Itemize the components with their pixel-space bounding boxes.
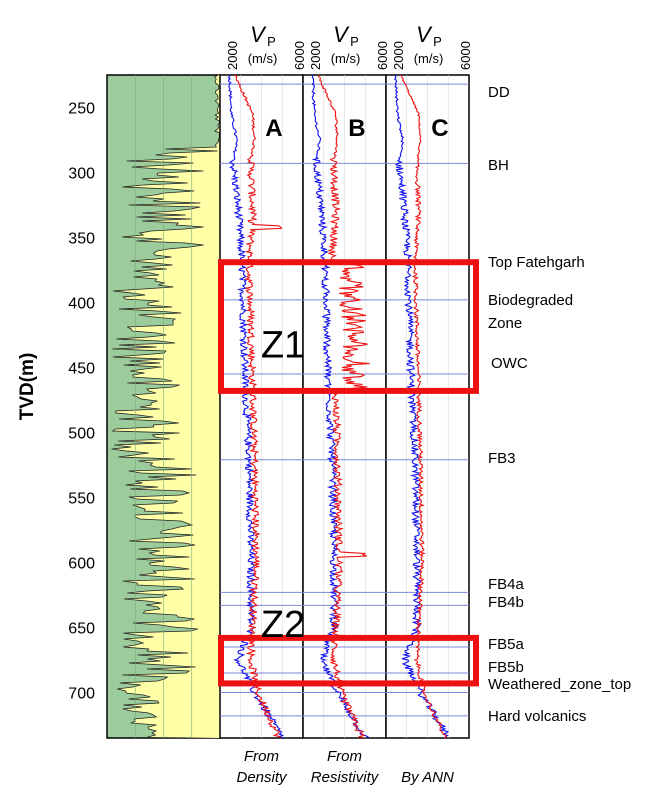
horizon-lines [220,83,469,717]
track-captions: From Density From Resistivity By ANN [236,748,454,786]
track-caption: By ANN [401,769,454,786]
horizon-label: Biodegraded [488,292,573,309]
horizon-label: FB5b [488,659,524,676]
vp-subscript: P [267,34,276,49]
vp-max-tick-label: 6000 [375,41,390,70]
zone-label: Z2 [261,604,305,646]
vp-min-tick-label: 2000 [225,41,240,70]
vp-max-tick-label: 6000 [292,41,307,70]
depth-tick-label: 700 [68,686,95,703]
lithology-curve [111,74,221,738]
track-letter: C [431,115,448,142]
zone-box [218,634,479,687]
depth-tick-label: 500 [68,426,95,443]
horizon-label: Weathered_zone_top [488,676,631,693]
horizon-label: DD [488,84,510,101]
vp-subscript: P [350,34,359,49]
vp-unit: (m/s) [331,51,361,66]
horizon-label: FB4b [488,594,524,611]
track-caption: Resistivity [311,769,380,786]
depth-tick-label: 350 [68,231,95,248]
depth-axis: 250 300 350 400 450 500 550 600 650 700 TVD(m) [17,101,95,703]
zone-boxes: Z1 Z2 [218,259,479,687]
vp-max-tick-label: 6000 [458,41,473,70]
vp-symbol: V [250,22,267,47]
measured-vp-curve [394,75,449,738]
horizon-labels: DD BH Top Fatehgarh Biodegraded Zone OWC FB3 FB… [488,84,631,725]
lithology-fill [111,75,220,738]
horizon-label: OWC [491,355,528,372]
horizon-label: FB4a [488,576,525,593]
depth-tick-label: 300 [68,166,95,183]
horizon-label: Hard volcanics [488,708,586,725]
vp-min-tick-label: 2000 [308,41,323,70]
predicted-vp-curve [400,75,448,738]
track-letter: A [265,115,282,142]
vp-symbol: V [333,22,350,47]
vp-min-tick-label: 2000 [391,41,406,70]
vp-unit: (m/s) [414,51,444,66]
lithology-track [106,74,221,739]
depth-tick-label: 250 [68,101,95,118]
depth-tick-label: 450 [68,361,95,378]
depth-tick-label: 400 [68,296,95,313]
track-letter: B [348,115,365,142]
zone-label: Z1 [261,325,305,367]
horizon-label: FB3 [488,450,516,467]
velocity-curves [227,75,449,738]
depth-tick-label: 600 [68,556,95,573]
predicted-vp-curve [317,75,370,738]
depth-axis-title: TVD(m) [17,353,38,421]
depth-tick-label: 650 [68,621,95,638]
horizon-label: FB5a [488,636,525,653]
velocity-tracks: A B C [219,74,470,739]
track-caption: From [327,748,362,765]
zone-box [218,259,479,394]
vp-subscript: P [433,34,442,49]
depth-tick-label: 550 [68,491,95,508]
track-caption: From [244,748,279,765]
vp-symbol: V [416,22,433,47]
predicted-vp-curve [233,75,283,738]
horizon-label: BH [488,157,509,174]
vp-unit: (m/s) [248,51,278,66]
horizon-label: Top Fatehgarh [488,254,585,271]
track-caption: Density [236,769,288,786]
horizon-label: Zone [488,315,522,332]
